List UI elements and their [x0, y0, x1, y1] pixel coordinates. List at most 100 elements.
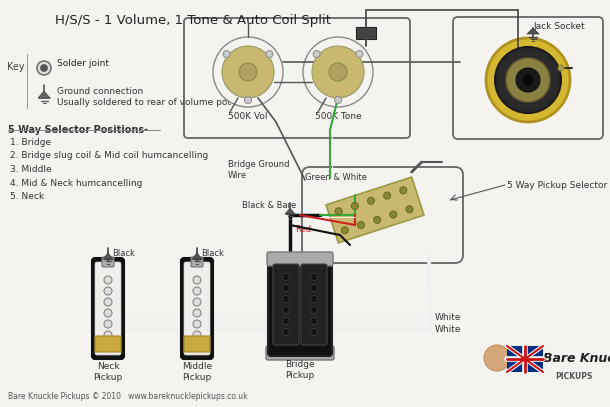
Polygon shape [38, 91, 50, 98]
Circle shape [342, 227, 348, 234]
Circle shape [374, 216, 381, 223]
Circle shape [223, 50, 230, 57]
FancyBboxPatch shape [302, 167, 463, 263]
Circle shape [282, 328, 290, 335]
FancyBboxPatch shape [92, 258, 124, 359]
Circle shape [384, 192, 390, 199]
Bar [356, 27, 376, 39]
Circle shape [406, 206, 413, 213]
Circle shape [506, 58, 550, 102]
Circle shape [222, 46, 274, 98]
Circle shape [193, 320, 201, 328]
Circle shape [104, 331, 112, 339]
Circle shape [239, 63, 257, 81]
FancyBboxPatch shape [184, 18, 410, 138]
Circle shape [193, 298, 201, 306]
Circle shape [193, 287, 201, 295]
Circle shape [400, 187, 407, 194]
FancyBboxPatch shape [95, 336, 121, 352]
Bar [507, 346, 543, 372]
Circle shape [484, 345, 510, 371]
FancyBboxPatch shape [266, 346, 334, 360]
Polygon shape [326, 177, 424, 243]
Circle shape [334, 96, 342, 103]
Circle shape [310, 295, 317, 302]
Text: White: White [435, 326, 462, 335]
Circle shape [282, 306, 290, 313]
Text: Neck
Pickup: Neck Pickup [93, 362, 123, 382]
Text: Bridge Ground
Wire: Bridge Ground Wire [228, 160, 290, 180]
FancyBboxPatch shape [184, 336, 210, 352]
FancyBboxPatch shape [95, 262, 121, 355]
FancyBboxPatch shape [301, 264, 327, 345]
Text: 3. Middle: 3. Middle [10, 165, 52, 174]
FancyBboxPatch shape [268, 255, 332, 356]
Polygon shape [527, 28, 539, 34]
Text: Red: Red [295, 225, 311, 234]
Text: Solder joint: Solder joint [57, 59, 109, 68]
Circle shape [282, 274, 290, 280]
Circle shape [104, 309, 112, 317]
Polygon shape [192, 253, 202, 259]
Text: 500K Vol: 500K Vol [228, 112, 268, 121]
Circle shape [310, 274, 317, 280]
Text: White: White [435, 313, 462, 322]
Text: H/S/S - 1 Volume, 1 Tone & Auto Coil Split: H/S/S - 1 Volume, 1 Tone & Auto Coil Spl… [55, 14, 331, 27]
Circle shape [104, 287, 112, 295]
Text: Bare Knuckle: Bare Knuckle [543, 352, 610, 365]
Text: Jack Socket: Jack Socket [533, 22, 584, 31]
Circle shape [104, 298, 112, 306]
Circle shape [313, 50, 320, 57]
Circle shape [516, 68, 540, 92]
Circle shape [523, 75, 533, 85]
Circle shape [390, 211, 397, 218]
Circle shape [282, 317, 290, 324]
Text: Ground connection
Usually soldered to rear of volume pot: Ground connection Usually soldered to re… [57, 87, 231, 107]
FancyBboxPatch shape [102, 257, 114, 267]
Text: 4. Mid & Neck humcancelling: 4. Mid & Neck humcancelling [10, 179, 142, 188]
Circle shape [104, 276, 112, 284]
Polygon shape [103, 253, 113, 259]
FancyBboxPatch shape [181, 258, 213, 359]
Circle shape [40, 64, 48, 72]
Text: Bridge
Pickup: Bridge Pickup [285, 360, 315, 380]
Circle shape [282, 295, 290, 302]
Circle shape [266, 50, 273, 57]
FancyBboxPatch shape [184, 262, 210, 355]
FancyBboxPatch shape [267, 252, 333, 266]
Text: 2. Bridge slug coil & Mid coil humcancelling: 2. Bridge slug coil & Mid coil humcancel… [10, 151, 208, 160]
Text: PICKUPS: PICKUPS [555, 372, 592, 381]
Circle shape [193, 276, 201, 284]
Text: Bare Knuckle Pickups © 2010   www.bareknucklepickups.co.uk: Bare Knuckle Pickups © 2010 www.bareknuc… [8, 392, 248, 401]
Circle shape [356, 50, 363, 57]
FancyBboxPatch shape [191, 257, 203, 267]
Polygon shape [285, 208, 295, 214]
Circle shape [310, 284, 317, 291]
Circle shape [310, 317, 317, 324]
FancyBboxPatch shape [453, 17, 603, 139]
Text: 5 Way Selector Positions-: 5 Way Selector Positions- [8, 125, 148, 135]
Circle shape [558, 65, 564, 71]
Text: 5. Neck: 5. Neck [10, 192, 44, 201]
Circle shape [367, 197, 375, 204]
Text: Black: Black [201, 249, 224, 258]
Circle shape [104, 320, 112, 328]
Circle shape [351, 203, 358, 210]
Circle shape [310, 328, 317, 335]
Circle shape [245, 96, 251, 103]
Circle shape [193, 331, 201, 339]
Circle shape [193, 309, 201, 317]
Text: Black & Bare: Black & Bare [242, 201, 296, 210]
Text: Black: Black [112, 249, 135, 258]
Circle shape [37, 61, 51, 75]
Text: Key: Key [7, 62, 24, 72]
Text: Green & White: Green & White [305, 173, 367, 182]
Circle shape [486, 38, 570, 122]
Circle shape [495, 47, 561, 113]
Text: 5 Way Pickup Selector: 5 Way Pickup Selector [507, 180, 607, 190]
Circle shape [329, 63, 347, 81]
Circle shape [335, 208, 342, 215]
Circle shape [282, 284, 290, 291]
Circle shape [312, 46, 364, 98]
Circle shape [310, 306, 317, 313]
